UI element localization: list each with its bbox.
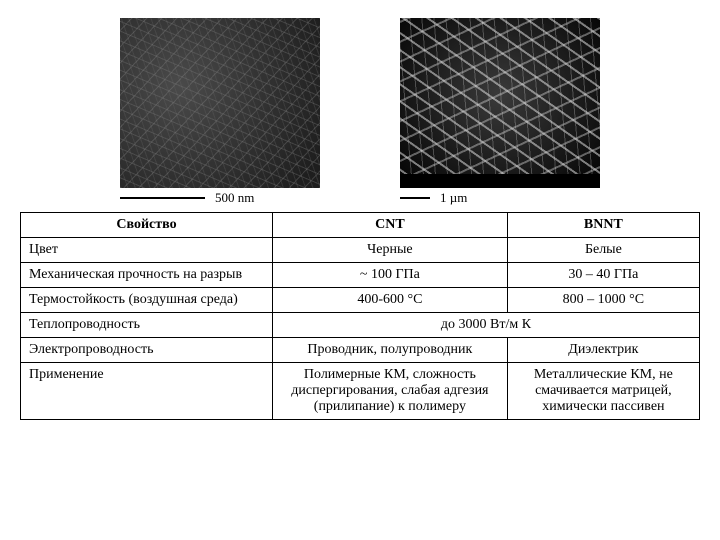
cell-bnnt: 800 – 1000 °С (507, 288, 699, 313)
table-row: Электропроводность Проводник, полупровод… (21, 338, 700, 363)
cell-cnt: Полимерные КМ, сложность диспергирования… (273, 363, 508, 420)
bnnt-scalebar (400, 197, 430, 199)
comparison-table: Свойство CNT BNNT Цвет Черные Белые Меха… (20, 212, 700, 420)
cell-prop: Применение (21, 363, 273, 420)
table-header-row: Свойство CNT BNNT (21, 213, 700, 238)
bnnt-sem-image (400, 18, 600, 188)
images-row: 500 nm 1 µm (20, 18, 700, 206)
bnnt-scalebar-row: 1 µm (400, 190, 467, 206)
cell-cnt: 400-600 °С (273, 288, 508, 313)
table-row: Механическая прочность на разрыв ~ 100 Г… (21, 263, 700, 288)
cell-bnnt: Диэлектрик (507, 338, 699, 363)
table-row: Термостойкость (воздушная среда) 400-600… (21, 288, 700, 313)
bnnt-scalebar-label: 1 µm (440, 190, 467, 206)
cell-prop: Электропроводность (21, 338, 273, 363)
col-property: Свойство (21, 213, 273, 238)
page: 500 nm 1 µm Свойство CNT BNNT Цвет Черны… (0, 0, 720, 540)
cell-both: до 3000 Вт/м К (273, 313, 700, 338)
cnt-sem-image (120, 18, 320, 188)
bnnt-image-block: 1 µm (400, 18, 600, 206)
cnt-scalebar (120, 197, 205, 199)
cell-prop: Термостойкость (воздушная среда) (21, 288, 273, 313)
table-row: Цвет Черные Белые (21, 238, 700, 263)
col-cnt: CNT (273, 213, 508, 238)
col-bnnt: BNNT (507, 213, 699, 238)
cell-prop: Теплопроводность (21, 313, 273, 338)
cell-bnnt: Металлические КМ, не смачивается матрице… (507, 363, 699, 420)
cnt-scalebar-label: 500 nm (215, 190, 254, 206)
table-row: Теплопроводность до 3000 Вт/м К (21, 313, 700, 338)
cell-prop: Цвет (21, 238, 273, 263)
cell-bnnt: 30 – 40 ГПа (507, 263, 699, 288)
cnt-scalebar-row: 500 nm (120, 190, 254, 206)
table-row: Применение Полимерные КМ, сложность дисп… (21, 363, 700, 420)
cell-cnt: Проводник, полупроводник (273, 338, 508, 363)
cnt-image-block: 500 nm (120, 18, 320, 206)
cell-cnt: ~ 100 ГПа (273, 263, 508, 288)
cell-prop: Механическая прочность на разрыв (21, 263, 273, 288)
cell-bnnt: Белые (507, 238, 699, 263)
cell-cnt: Черные (273, 238, 508, 263)
